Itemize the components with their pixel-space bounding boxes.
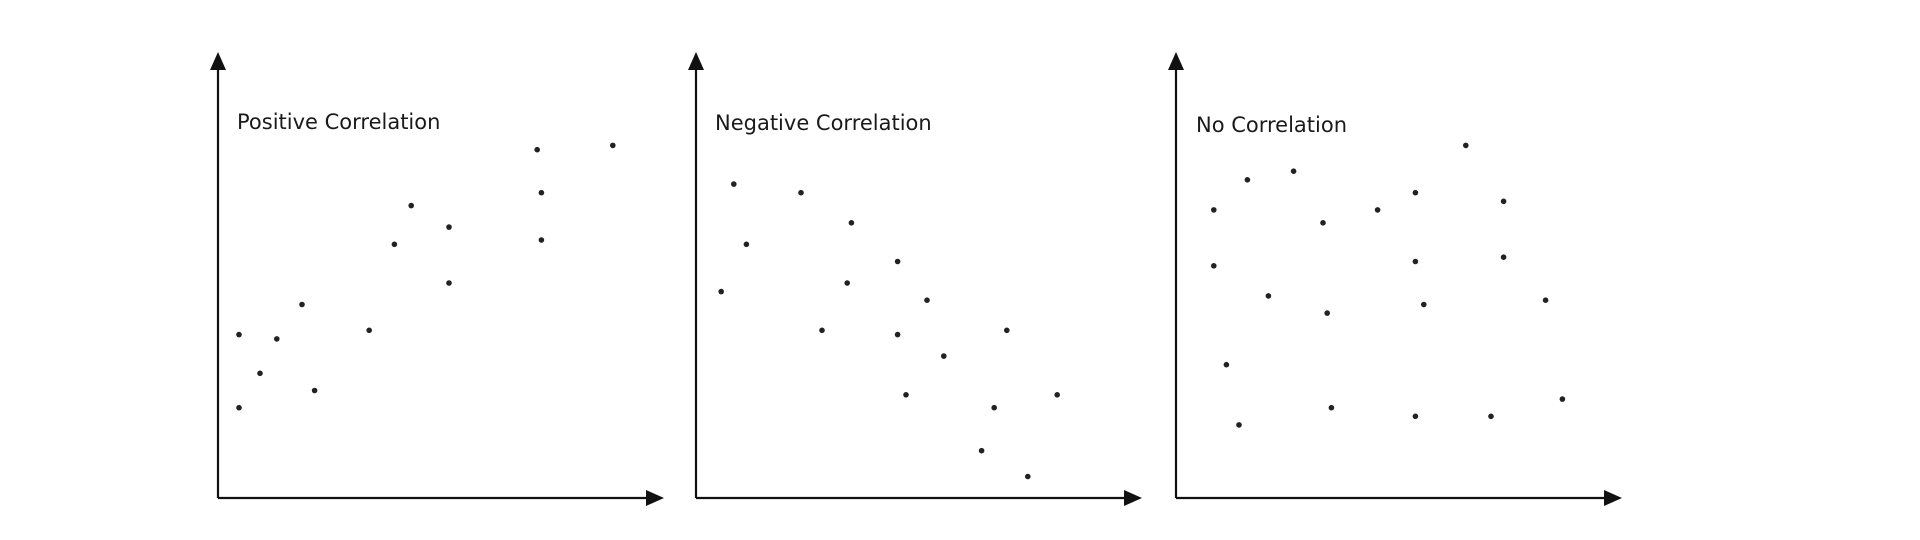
data-point [446, 280, 452, 286]
data-point [1211, 207, 1217, 213]
data-point [538, 189, 545, 196]
chart-title: Negative Correlation [715, 111, 932, 135]
data-point [236, 404, 242, 411]
data-point [366, 327, 373, 334]
data-point [1265, 293, 1272, 299]
data-point [1290, 168, 1297, 174]
data-point [299, 301, 305, 308]
y-axis-arrow [1168, 52, 1184, 70]
data-point [1412, 258, 1419, 265]
chart-title: Positive Correlation [237, 110, 440, 134]
data-point [1488, 413, 1494, 420]
data-point [1500, 254, 1507, 260]
data-point [1328, 404, 1335, 411]
data-points [236, 142, 616, 411]
chart-title: No Correlation [1196, 113, 1347, 137]
data-point [1412, 189, 1419, 196]
data-point [274, 336, 280, 342]
data-point [1542, 297, 1549, 304]
data-point [538, 237, 545, 243]
data-point [731, 181, 737, 187]
x-axis-arrow [646, 490, 664, 506]
data-point [236, 331, 242, 338]
data-point [1421, 301, 1427, 308]
data-point [978, 447, 985, 454]
panel-positive-correlation: Positive Correlation [210, 52, 664, 506]
x-axis-arrow [1604, 490, 1622, 506]
data-point [844, 280, 850, 286]
data-point [257, 370, 263, 377]
data-point [894, 331, 901, 338]
data-point [1244, 177, 1251, 183]
data-point [1559, 396, 1566, 402]
data-point [1412, 413, 1419, 420]
data-point [610, 142, 616, 149]
data-point [1223, 361, 1230, 368]
data-point [1236, 422, 1242, 428]
data-point [819, 327, 825, 334]
data-point [903, 392, 909, 398]
data-point [924, 297, 930, 304]
data-point [1025, 473, 1031, 480]
data-point [848, 220, 855, 226]
data-point [534, 146, 540, 153]
data-point [1004, 327, 1010, 334]
data-point [1054, 392, 1060, 398]
data-point [1320, 220, 1326, 226]
data-points [718, 181, 1060, 480]
data-point [1211, 263, 1217, 269]
data-point [941, 353, 947, 359]
panel-negative-correlation: Negative Correlation [688, 52, 1142, 506]
data-point [311, 387, 318, 394]
data-point [991, 404, 997, 411]
data-point [446, 224, 452, 230]
data-point [408, 202, 415, 209]
y-axis-arrow [688, 52, 704, 70]
y-axis-arrow [210, 52, 226, 70]
data-point [718, 288, 724, 295]
x-axis-arrow [1124, 490, 1142, 506]
data-point [1324, 310, 1330, 316]
data-point [894, 258, 901, 265]
data-point [391, 241, 398, 248]
panel-no-correlation: No Correlation [1168, 52, 1622, 506]
data-point [1500, 198, 1507, 205]
data-point [743, 241, 750, 248]
data-points [1211, 142, 1566, 428]
data-point [1463, 142, 1469, 149]
data-point [1374, 207, 1381, 213]
data-point [798, 189, 804, 196]
